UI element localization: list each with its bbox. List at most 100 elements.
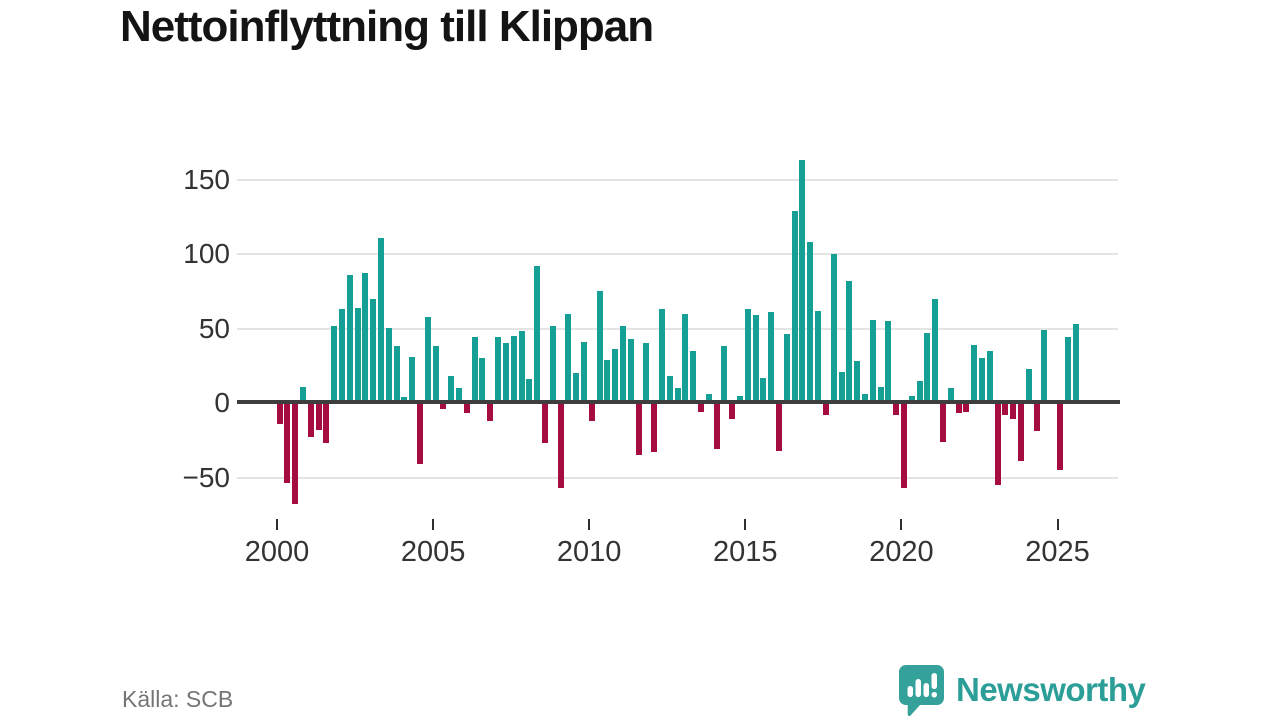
bar (947, 388, 954, 404)
grid-line (237, 179, 1118, 181)
bar (424, 317, 431, 404)
x-axis-tick (432, 519, 435, 530)
bar (877, 387, 884, 404)
y-axis-label: −50 (182, 462, 231, 493)
x-axis-label: 2025 (1025, 536, 1090, 568)
grid-line (237, 477, 1118, 479)
bar (1033, 402, 1040, 431)
bar (674, 388, 681, 404)
bar (846, 281, 853, 404)
bar (658, 309, 665, 404)
bar (635, 402, 642, 455)
bar (378, 238, 384, 404)
bar (721, 346, 728, 404)
x-axis-tick (588, 519, 591, 530)
bar (885, 321, 892, 404)
bar (612, 349, 619, 404)
x-axis-tick (1056, 519, 1059, 530)
x-axis-label: 2010 (556, 536, 622, 568)
bar (292, 402, 299, 504)
bar (815, 311, 821, 404)
bar (354, 308, 361, 404)
source-note: Källa: SCB (122, 686, 234, 712)
bar (1002, 402, 1009, 415)
bar (978, 358, 985, 404)
bar (307, 402, 314, 437)
bar (986, 351, 993, 404)
x-axis-tick (900, 519, 903, 530)
bar (1072, 324, 1079, 404)
x-axis-label: 2000 (244, 536, 310, 568)
bar (666, 376, 673, 404)
bar (955, 402, 962, 413)
bar (822, 402, 829, 415)
bar (963, 402, 970, 412)
y-axis-label: 50 (198, 313, 230, 344)
bar (939, 402, 946, 442)
bar (315, 402, 322, 430)
bar (385, 328, 392, 404)
bar (526, 379, 533, 404)
newsworthy-chart-bubble-icon (899, 665, 944, 716)
bar (323, 402, 330, 443)
bar (417, 402, 423, 464)
bar (393, 346, 400, 404)
bar (541, 402, 548, 443)
bar (893, 402, 900, 415)
bar (557, 402, 564, 488)
bar (619, 326, 626, 404)
bar (299, 387, 306, 404)
bar (698, 402, 704, 412)
x-axis-tick (276, 519, 278, 530)
bar (518, 331, 525, 404)
bar (861, 394, 868, 404)
bar (854, 361, 861, 404)
bar (440, 402, 447, 409)
bar (994, 402, 1001, 485)
bar (338, 309, 345, 404)
bar (370, 299, 377, 404)
bar (900, 402, 907, 488)
bar (744, 309, 751, 404)
bar (471, 337, 478, 404)
bar (495, 337, 501, 404)
bar (463, 402, 470, 413)
bar (346, 275, 353, 404)
bar (682, 314, 689, 404)
bar (1010, 402, 1017, 419)
grid-line (237, 328, 1118, 330)
bar (791, 211, 798, 404)
bar (807, 242, 814, 404)
bar (331, 326, 338, 404)
bar (362, 273, 369, 404)
bar (456, 388, 462, 404)
bar (783, 334, 790, 404)
x-axis-label: 2005 (400, 536, 466, 568)
bar (502, 343, 509, 404)
x-axis-line (237, 400, 1120, 404)
bar (284, 402, 291, 483)
bar (409, 357, 416, 404)
bar (627, 339, 634, 404)
bar (604, 360, 611, 404)
bar (276, 402, 283, 424)
bar (1041, 330, 1048, 404)
bar (534, 266, 541, 404)
bar (565, 314, 572, 404)
x-axis-label: 2020 (869, 536, 934, 568)
bar (448, 376, 455, 404)
bar (916, 381, 923, 404)
bar (971, 345, 978, 404)
bar (643, 343, 650, 404)
y-axis-label: 150 (183, 164, 230, 195)
newsworthy-logo: Newsworthy (898, 664, 1146, 716)
bar (487, 402, 494, 421)
bar (768, 312, 775, 404)
newsworthy-wordmark: Newsworthy (956, 671, 1146, 708)
bar (1057, 402, 1063, 470)
bar (479, 358, 486, 404)
bar (432, 346, 439, 404)
bar (776, 402, 782, 451)
